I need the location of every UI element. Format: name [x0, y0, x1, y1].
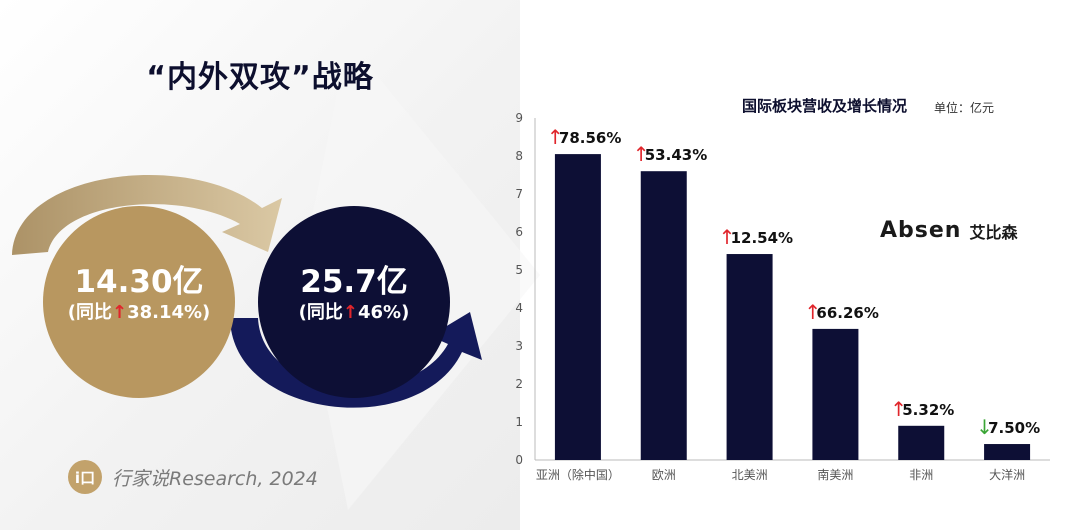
up-arrow-icon: ↑ [342, 302, 358, 323]
bar [726, 254, 773, 460]
y-tick-label: 6 [515, 225, 523, 239]
growth-up-arrow-icon: ↑ [804, 300, 821, 324]
y-tick-label: 7 [515, 187, 523, 201]
source-footer: i口 行家说Research, 2024 [68, 460, 318, 494]
domestic-circle: 14.30亿 (同比↑38.14%) [43, 206, 235, 398]
y-tick-label: 0 [515, 453, 523, 467]
y-tick-label: 1 [515, 415, 523, 429]
growth-label: 78.56% [559, 129, 621, 147]
x-tick-label: 欧洲 [652, 468, 676, 482]
bar [984, 444, 1031, 460]
international-circle: 25.7亿 (同比↑46%) [258, 206, 450, 398]
absen-logo-icon: Absen [880, 218, 962, 243]
domestic-yoy: (同比↑38.14%) [67, 302, 211, 323]
y-tick-label: 9 [515, 111, 523, 125]
research-logo-icon: i口 [68, 460, 102, 494]
growth-label: 7.50% [988, 419, 1040, 437]
y-tick-label: 5 [515, 263, 523, 277]
x-tick-label: 南美洲 [817, 467, 853, 482]
brand-name: 艾比森 [969, 222, 1018, 242]
cycle-arrows [12, 174, 482, 408]
international-value: 25.7亿 [300, 264, 408, 300]
x-tick-label: 大洋洲 [989, 467, 1025, 482]
x-tick-label: 亚洲（除中国） [536, 467, 620, 482]
international-yoy: (同比↑46%) [298, 302, 410, 323]
navy-arc-arrow [230, 312, 482, 408]
growth-up-arrow-icon: ↑ [719, 225, 736, 249]
growth-up-arrow-icon: ↑ [633, 142, 650, 166]
gold-arc-arrow [12, 174, 282, 255]
growth-label: 66.26% [816, 304, 878, 322]
growth-label: 12.54% [731, 229, 793, 247]
growth-label: 53.43% [645, 146, 707, 164]
growth-down-arrow-icon: ↓ [976, 415, 993, 439]
y-tick-label: 8 [515, 149, 523, 163]
source-text: 行家说Research, 2024 [112, 467, 318, 490]
up-arrow-icon: ↑ [111, 302, 128, 323]
growth-label: 5.32% [902, 401, 954, 419]
page-title: “内外双攻”战略 [146, 60, 374, 95]
bar [898, 425, 945, 460]
bar [554, 154, 601, 460]
x-tick-label: 北美洲 [732, 468, 768, 482]
left-panel: “内外双攻”战略 14.30亿 (同比↑38.14%) 25.7亿 (同比↑46… [0, 0, 540, 530]
y-tick-label: 3 [515, 339, 523, 353]
bar [640, 171, 687, 460]
chart-title: 国际板块营收及增长情况 [742, 97, 908, 115]
brand-absen: Absen 艾比森 [880, 218, 1017, 243]
y-tick-label: 2 [515, 377, 523, 391]
bar-chart: 0123456789亚洲（除中国）↑78.56%欧洲↑53.43%北美洲↑12.… [515, 111, 1050, 482]
x-tick-label: 非洲 [909, 468, 933, 482]
domestic-value: 14.30亿 [74, 264, 204, 300]
bar [812, 328, 859, 460]
growth-up-arrow-icon: ↑ [547, 125, 564, 149]
y-tick-label: 4 [515, 301, 523, 315]
chart-unit: 单位：亿元 [934, 101, 995, 115]
growth-up-arrow-icon: ↑ [890, 397, 907, 421]
